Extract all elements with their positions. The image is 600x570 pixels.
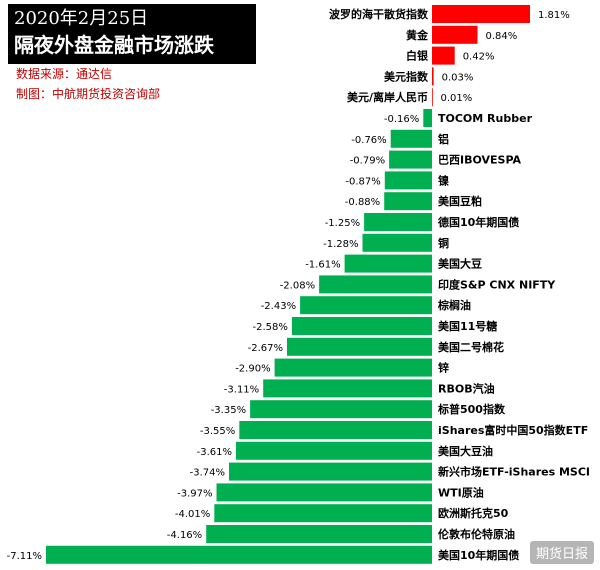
bar-10 xyxy=(364,213,432,231)
value-label-18: -3.11% xyxy=(224,384,259,395)
category-label-24: 欧洲斯托克50 xyxy=(438,506,509,520)
value-label-4: 0.01% xyxy=(441,93,473,104)
value-label-25: -4.16% xyxy=(167,530,202,541)
bar-8 xyxy=(384,171,432,190)
bar-2 xyxy=(432,46,455,65)
value-label-8: -0.87% xyxy=(345,176,380,187)
bar-0 xyxy=(432,5,530,23)
bar-25 xyxy=(206,525,432,543)
chart-title: 隔夜外盘金融市场涨跌 xyxy=(14,33,214,57)
value-label-22: -3.74% xyxy=(190,468,225,479)
category-label-17: 锌 xyxy=(438,361,449,375)
bar-7 xyxy=(389,150,432,169)
bar-5 xyxy=(423,109,432,127)
bar-24 xyxy=(214,504,432,523)
value-label-24: -4.01% xyxy=(175,509,210,520)
category-label-6: 铝 xyxy=(438,132,449,146)
bar-26 xyxy=(46,545,432,564)
bar-13 xyxy=(319,275,432,294)
value-label-5: -0.16% xyxy=(384,114,419,125)
category-label-1: 黄金 xyxy=(406,28,429,42)
category-label-23: WTI原油 xyxy=(438,485,484,499)
value-label-11: -1.28% xyxy=(323,239,358,250)
category-label-15: 美国11号糖 xyxy=(438,319,497,333)
bar-18 xyxy=(263,379,432,398)
value-label-15: -2.58% xyxy=(253,322,288,333)
value-label-10: -1.25% xyxy=(325,218,360,229)
bar-16 xyxy=(287,337,432,356)
value-label-14: -2.43% xyxy=(261,301,296,312)
bar-11 xyxy=(362,233,432,252)
category-label-5: TOCOM Rubber xyxy=(438,112,533,125)
category-label-19: 标普500指数 xyxy=(437,402,506,416)
value-label-7: -0.79% xyxy=(350,156,385,167)
bar-19 xyxy=(250,400,432,419)
chart-date: 2020年2月25日 xyxy=(14,8,149,29)
category-label-14: 棕榈油 xyxy=(437,298,471,312)
value-label-17: -2.90% xyxy=(235,364,270,375)
value-label-21: -3.61% xyxy=(197,447,232,458)
value-label-13: -2.08% xyxy=(280,280,315,291)
category-label-0: 波罗的海干散货指数 xyxy=(329,7,429,21)
category-label-7: 巴西IBOVESPA xyxy=(438,154,522,167)
category-label-13: 印度S&P CNX NIFTY xyxy=(438,277,556,291)
category-label-3: 美元指数 xyxy=(384,69,429,83)
bar-4 xyxy=(432,88,433,107)
category-label-10: 德国10年期国债 xyxy=(437,215,519,229)
bar-22 xyxy=(229,462,432,481)
category-label-12: 美国大豆 xyxy=(438,257,482,271)
bar-12 xyxy=(344,254,432,273)
value-label-12: -1.61% xyxy=(305,260,340,271)
value-label-2: 0.42% xyxy=(463,52,495,63)
chart-title-box: 2020年2月25日 隔夜外盘金融市场涨跌 xyxy=(8,4,256,64)
bar-3 xyxy=(432,67,434,86)
category-label-26: 美国10年期国债 xyxy=(438,548,519,562)
watermark-logo: 期货日报 xyxy=(529,541,594,564)
value-label-3: 0.03% xyxy=(442,72,474,83)
category-label-22: 新兴市场ETF-iShares MSCI xyxy=(438,465,590,479)
bar-6 xyxy=(390,129,432,148)
category-label-2: 白银 xyxy=(406,49,429,63)
bar-21 xyxy=(236,441,432,460)
category-label-25: 伦敦布伦特原油 xyxy=(438,527,515,541)
category-label-20: iShares富时中国50指数ETF xyxy=(438,423,588,437)
bar-9 xyxy=(384,192,432,211)
chart-maker-note: 制图：中航期货投资咨询部 xyxy=(16,87,161,101)
bar-14 xyxy=(300,296,432,315)
value-label-6: -0.76% xyxy=(351,135,386,146)
category-label-8: 镍 xyxy=(438,173,449,187)
category-label-18: RBOB汽油 xyxy=(438,381,495,395)
bar-15 xyxy=(291,317,432,335)
value-label-23: -3.97% xyxy=(177,488,212,499)
category-label-9: 美国豆粕 xyxy=(438,194,482,208)
data-source-note: 数据来源：通达信 xyxy=(16,67,113,81)
value-label-20: -3.55% xyxy=(200,426,235,437)
value-label-19: -3.35% xyxy=(211,405,246,416)
category-label-4: 美元/离岸人民币 xyxy=(347,90,428,104)
value-label-1: 0.84% xyxy=(486,31,518,42)
bar-20 xyxy=(239,421,432,439)
value-label-0: 1.81% xyxy=(538,10,570,21)
bar-17 xyxy=(274,358,432,377)
bar-23 xyxy=(216,483,432,502)
value-label-26: -7.11% xyxy=(7,551,42,562)
value-label-16: -2.67% xyxy=(248,343,283,354)
category-label-16: 美国二号棉花 xyxy=(438,340,504,354)
category-label-11: 铜 xyxy=(437,236,449,250)
bar-1 xyxy=(432,25,478,44)
value-label-9: -0.88% xyxy=(345,197,380,208)
category-label-21: 美国大豆油 xyxy=(438,444,493,458)
